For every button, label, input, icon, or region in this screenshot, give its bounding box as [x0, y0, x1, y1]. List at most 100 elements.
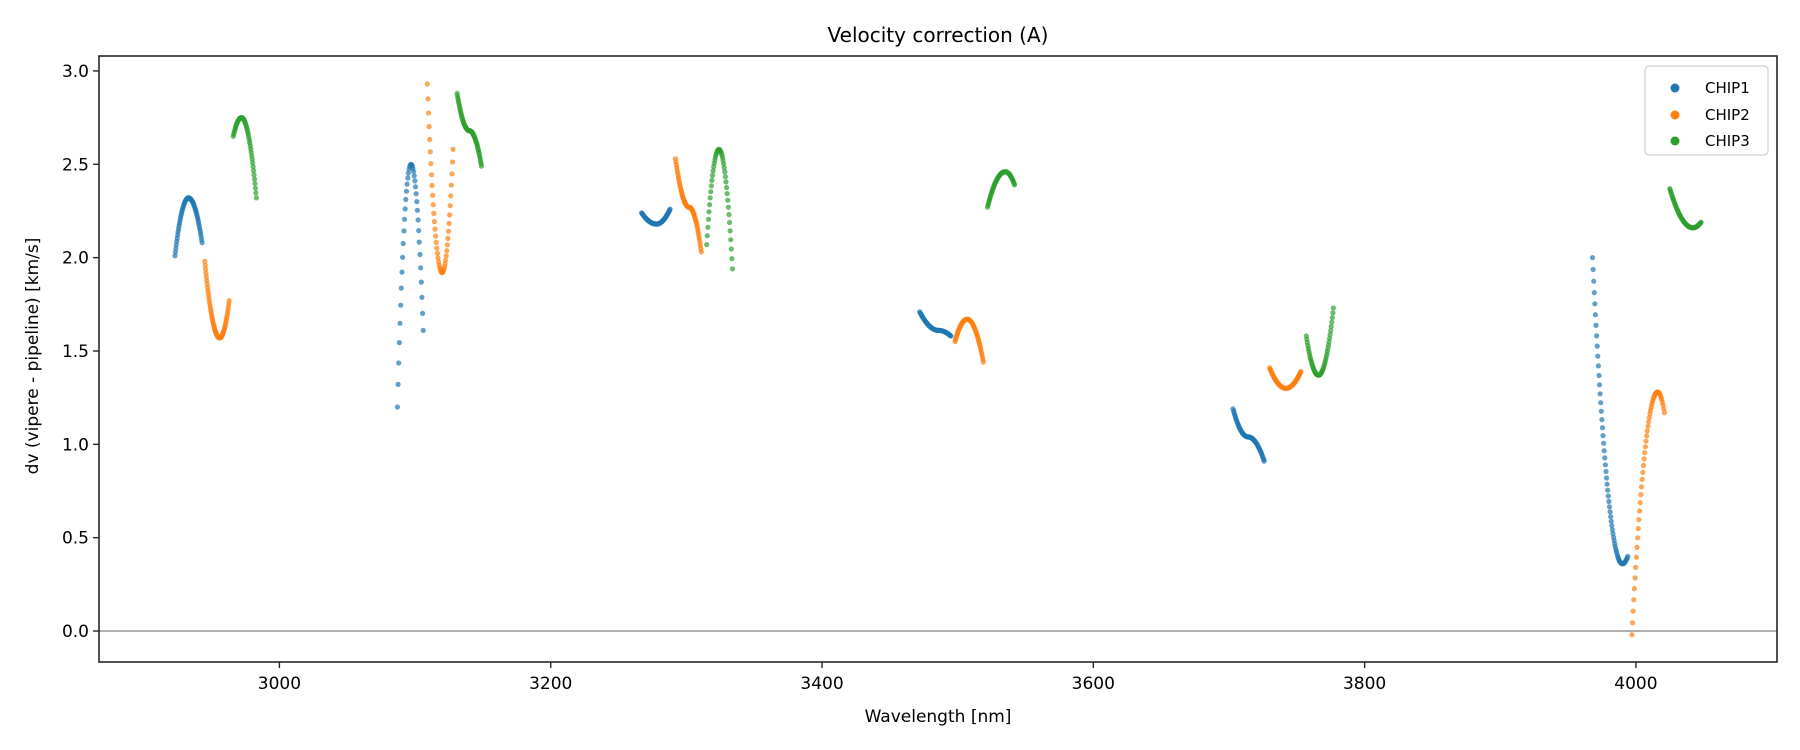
data-point — [1330, 310, 1335, 315]
data-point — [1262, 459, 1267, 464]
data-point — [1642, 456, 1647, 461]
data-point — [450, 159, 455, 164]
data-point — [1629, 632, 1634, 637]
data-point — [1625, 554, 1630, 559]
data-point — [1599, 409, 1604, 414]
data-point — [253, 190, 258, 195]
data-point — [395, 404, 400, 409]
data-point — [1641, 463, 1646, 468]
data-point — [412, 173, 417, 178]
data-point — [252, 177, 257, 182]
data-point — [948, 333, 953, 338]
plot-area — [99, 56, 1777, 662]
data-point — [253, 186, 258, 191]
data-point — [427, 124, 432, 129]
x-tick-label: 3600 — [1072, 674, 1115, 694]
data-point — [1639, 484, 1644, 489]
data-point — [405, 175, 410, 180]
data-point — [432, 227, 437, 232]
data-point — [1331, 305, 1336, 310]
data-point — [445, 242, 450, 247]
data-point — [1592, 290, 1597, 295]
data-point — [1640, 470, 1645, 475]
data-point — [1600, 433, 1605, 438]
data-point — [397, 321, 402, 326]
data-point — [706, 209, 711, 214]
data-point — [705, 225, 710, 230]
data-point — [430, 193, 435, 198]
data-point — [1596, 363, 1601, 368]
y-tick-label: 3.0 — [62, 62, 89, 82]
data-point — [1605, 482, 1610, 487]
data-point — [421, 328, 426, 333]
data-point — [425, 81, 430, 86]
x-tick-label: 3800 — [1343, 674, 1386, 694]
data-point — [1600, 425, 1605, 430]
data-point — [1631, 597, 1636, 602]
legend-label-chip1: CHIP1 — [1705, 79, 1750, 97]
data-point — [707, 202, 712, 207]
data-point — [416, 217, 421, 222]
data-point — [445, 236, 450, 241]
data-point — [1606, 499, 1611, 504]
data-point — [726, 205, 731, 210]
data-point — [1630, 620, 1635, 625]
data-point — [403, 206, 408, 211]
data-point — [1634, 545, 1639, 550]
data-point — [419, 295, 424, 300]
data-point — [1603, 469, 1608, 474]
data-point — [414, 191, 419, 196]
legend-marker-chip3 — [1671, 137, 1680, 146]
data-point — [401, 241, 406, 246]
data-point — [1636, 517, 1641, 522]
legend-label-chip2: CHIP2 — [1705, 106, 1750, 124]
legend-marker-chip2 — [1671, 111, 1680, 120]
data-point — [1602, 448, 1607, 453]
data-point — [200, 240, 205, 245]
data-point — [1596, 373, 1601, 378]
data-point — [722, 169, 727, 174]
data-point — [710, 173, 715, 178]
data-point — [449, 171, 454, 176]
data-point — [1599, 417, 1604, 422]
chart-title: Velocity correction (A) — [828, 23, 1049, 47]
data-point — [723, 174, 728, 179]
data-point — [1644, 433, 1649, 438]
data-point — [447, 212, 452, 217]
data-point — [399, 286, 404, 291]
data-point — [397, 340, 402, 345]
data-point — [432, 219, 437, 224]
data-point — [1593, 323, 1598, 328]
data-point — [1298, 369, 1303, 374]
data-point — [1637, 508, 1642, 513]
data-point — [1329, 324, 1334, 329]
data-point — [428, 161, 433, 166]
data-point — [709, 183, 714, 188]
x-axis-ticks: 3000 3200 3400 3600 3800 4000 — [258, 662, 1658, 694]
data-point — [426, 110, 431, 115]
x-tick-label: 3200 — [529, 674, 572, 694]
data-point — [709, 178, 714, 183]
data-point — [396, 360, 401, 365]
data-point — [1012, 182, 1017, 187]
data-point — [727, 220, 732, 225]
data-point — [1590, 255, 1595, 260]
data-point — [725, 198, 730, 203]
data-point — [1643, 444, 1648, 449]
data-point — [729, 246, 734, 251]
data-point — [443, 258, 448, 263]
data-point — [420, 311, 425, 316]
data-point — [414, 199, 419, 204]
data-point — [433, 234, 438, 239]
data-point — [1698, 220, 1703, 225]
data-point — [415, 208, 420, 213]
data-point — [1602, 455, 1607, 460]
data-point — [1329, 320, 1334, 325]
data-point — [1591, 279, 1596, 284]
data-point — [417, 240, 422, 245]
data-point — [447, 221, 452, 226]
data-point — [708, 189, 713, 194]
data-point — [403, 197, 408, 202]
data-point — [1598, 400, 1603, 405]
